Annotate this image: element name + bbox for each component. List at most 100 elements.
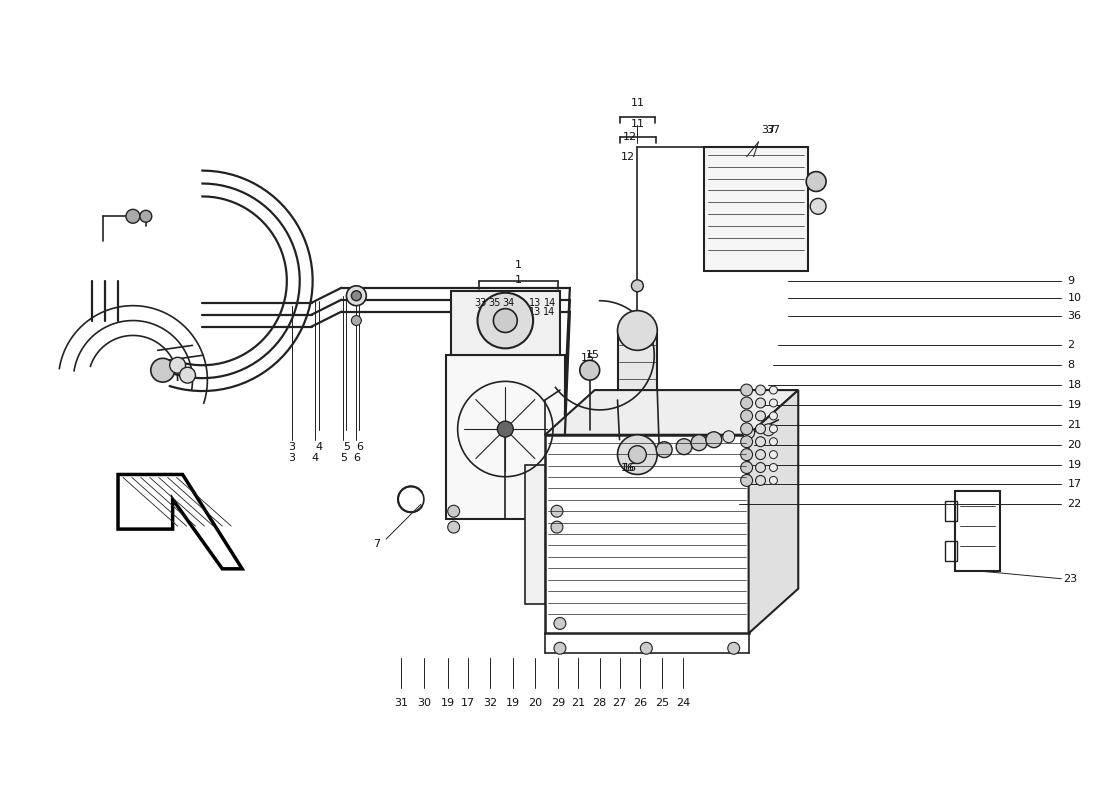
Text: 6: 6 [353,453,360,462]
Circle shape [740,384,752,396]
Text: 5: 5 [343,442,350,452]
Bar [617,330,658,454]
Circle shape [477,293,534,348]
Circle shape [554,618,565,630]
Text: 14: 14 [543,306,556,317]
Circle shape [811,198,826,214]
Circle shape [756,424,766,434]
Text: 35: 35 [490,306,502,317]
Circle shape [151,358,175,382]
Circle shape [762,424,774,436]
Text: 21: 21 [1067,420,1081,430]
Circle shape [346,286,366,306]
Text: 4: 4 [315,442,322,452]
Text: 15: 15 [581,354,595,363]
Circle shape [756,411,766,421]
Text: 11: 11 [630,98,645,108]
Circle shape [580,360,600,380]
Text: 31: 31 [394,698,408,708]
Circle shape [770,425,778,433]
Text: 27: 27 [613,698,627,708]
Bar [945,502,957,521]
Circle shape [742,427,755,438]
Circle shape [169,358,186,373]
Circle shape [551,521,563,533]
Polygon shape [118,474,242,569]
Bar [446,355,565,519]
Text: 37: 37 [761,125,776,135]
Circle shape [770,477,778,485]
Text: 12: 12 [620,152,635,162]
Text: 22: 22 [1067,499,1081,510]
Text: 25: 25 [656,698,669,708]
Text: 33: 33 [474,298,486,308]
Text: 12: 12 [623,132,637,142]
Circle shape [756,398,766,408]
Text: 4: 4 [311,453,318,462]
Text: 28: 28 [593,698,607,708]
Text: 24: 24 [675,698,690,708]
Circle shape [448,506,460,517]
Text: 6: 6 [355,442,363,452]
Circle shape [554,642,565,654]
Circle shape [770,412,778,420]
Text: 34: 34 [503,306,515,317]
Circle shape [494,309,517,333]
Circle shape [770,463,778,471]
Circle shape [770,438,778,446]
Text: 8: 8 [1067,360,1075,370]
Circle shape [631,280,644,292]
Polygon shape [749,390,799,634]
Text: 37: 37 [767,125,781,135]
Text: 20: 20 [528,698,542,708]
Circle shape [140,210,152,222]
Text: 1: 1 [515,260,521,270]
Text: 13: 13 [529,306,541,317]
Circle shape [723,430,735,442]
Circle shape [740,462,752,474]
Text: 7: 7 [373,539,380,549]
Circle shape [179,367,196,383]
Circle shape [740,449,752,461]
Circle shape [640,642,652,654]
Circle shape [657,442,672,458]
Text: 14: 14 [543,298,557,308]
Text: 9: 9 [1067,276,1075,286]
Text: 5: 5 [340,453,346,462]
Text: 29: 29 [551,698,565,708]
Circle shape [617,310,658,350]
Circle shape [770,399,778,407]
Circle shape [676,438,692,454]
Circle shape [628,446,647,463]
Circle shape [740,397,752,409]
Text: 3: 3 [288,453,295,462]
Bar [945,541,957,561]
Circle shape [497,421,514,437]
Text: 11: 11 [631,119,645,129]
Text: 23: 23 [1064,574,1078,584]
Text: 16: 16 [623,462,637,473]
Text: 19: 19 [1067,400,1081,410]
Text: 18: 18 [1067,380,1081,390]
Circle shape [756,462,766,473]
Circle shape [740,423,752,434]
Text: 30: 30 [417,698,431,708]
Circle shape [756,450,766,459]
Polygon shape [544,390,799,434]
Text: 1: 1 [515,275,521,285]
Circle shape [740,410,752,422]
Bar [451,290,560,355]
Text: 13: 13 [529,298,541,308]
Circle shape [770,450,778,458]
Circle shape [728,642,739,654]
Circle shape [756,385,766,395]
Circle shape [770,386,778,394]
Circle shape [706,432,722,448]
Circle shape [351,315,361,326]
Text: 26: 26 [634,698,648,708]
Circle shape [740,474,752,486]
Bar [704,146,808,271]
Bar [525,465,544,603]
Text: 19: 19 [441,698,454,708]
Circle shape [740,436,752,448]
